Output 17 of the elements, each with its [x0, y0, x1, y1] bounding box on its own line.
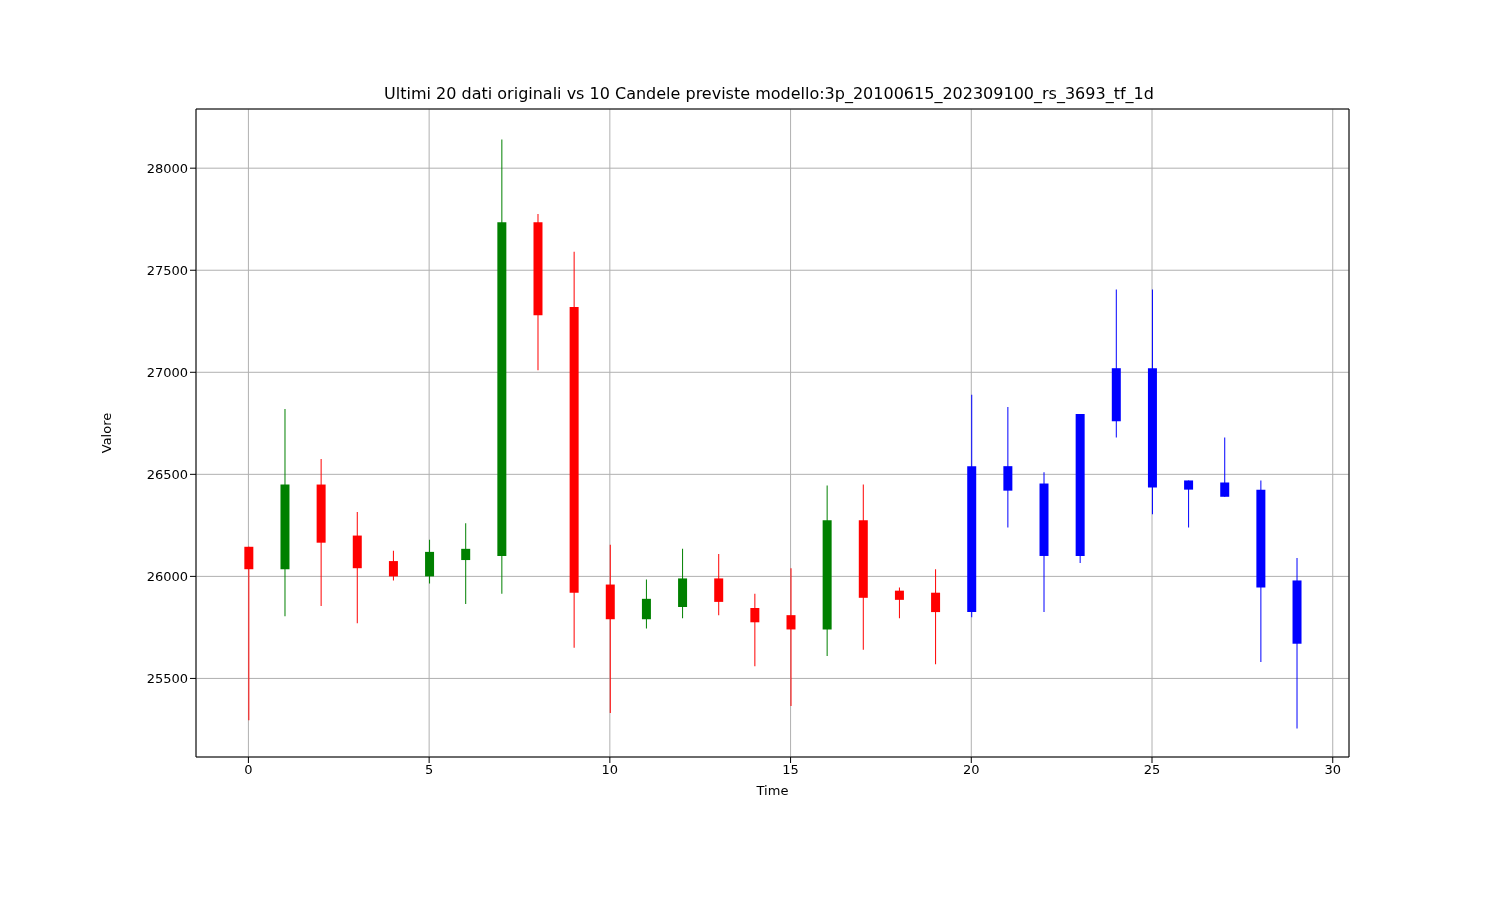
y-tick-label: 27500 — [146, 262, 188, 278]
chart-title: Ultimi 20 dati originali vs 10 Candele previste modello:3p_20100615_202309100_rs_3693_tf_1d — [383, 84, 1155, 103]
x-tick-label: 5 — [424, 762, 434, 778]
x-tick-label: 0 — [244, 762, 253, 778]
x-tick-label: 20 — [963, 762, 980, 778]
y-tick-label: 27000 — [146, 364, 188, 380]
x-tick-label: 30 — [1324, 762, 1342, 778]
y-axis-title: Valore — [98, 412, 114, 454]
x-tick-label: 15 — [782, 762, 799, 778]
x-tick-label: 25 — [1143, 762, 1161, 778]
candlestick — [786, 568, 796, 706]
x-tick-label: 10 — [601, 762, 619, 778]
y-tick-label: 28000 — [146, 160, 188, 176]
y-tick-label: 26000 — [146, 568, 188, 584]
y-tick-label: 25500 — [146, 671, 188, 687]
x-axis-title: Time — [755, 783, 789, 798]
y-tick-label: 26500 — [146, 466, 188, 482]
